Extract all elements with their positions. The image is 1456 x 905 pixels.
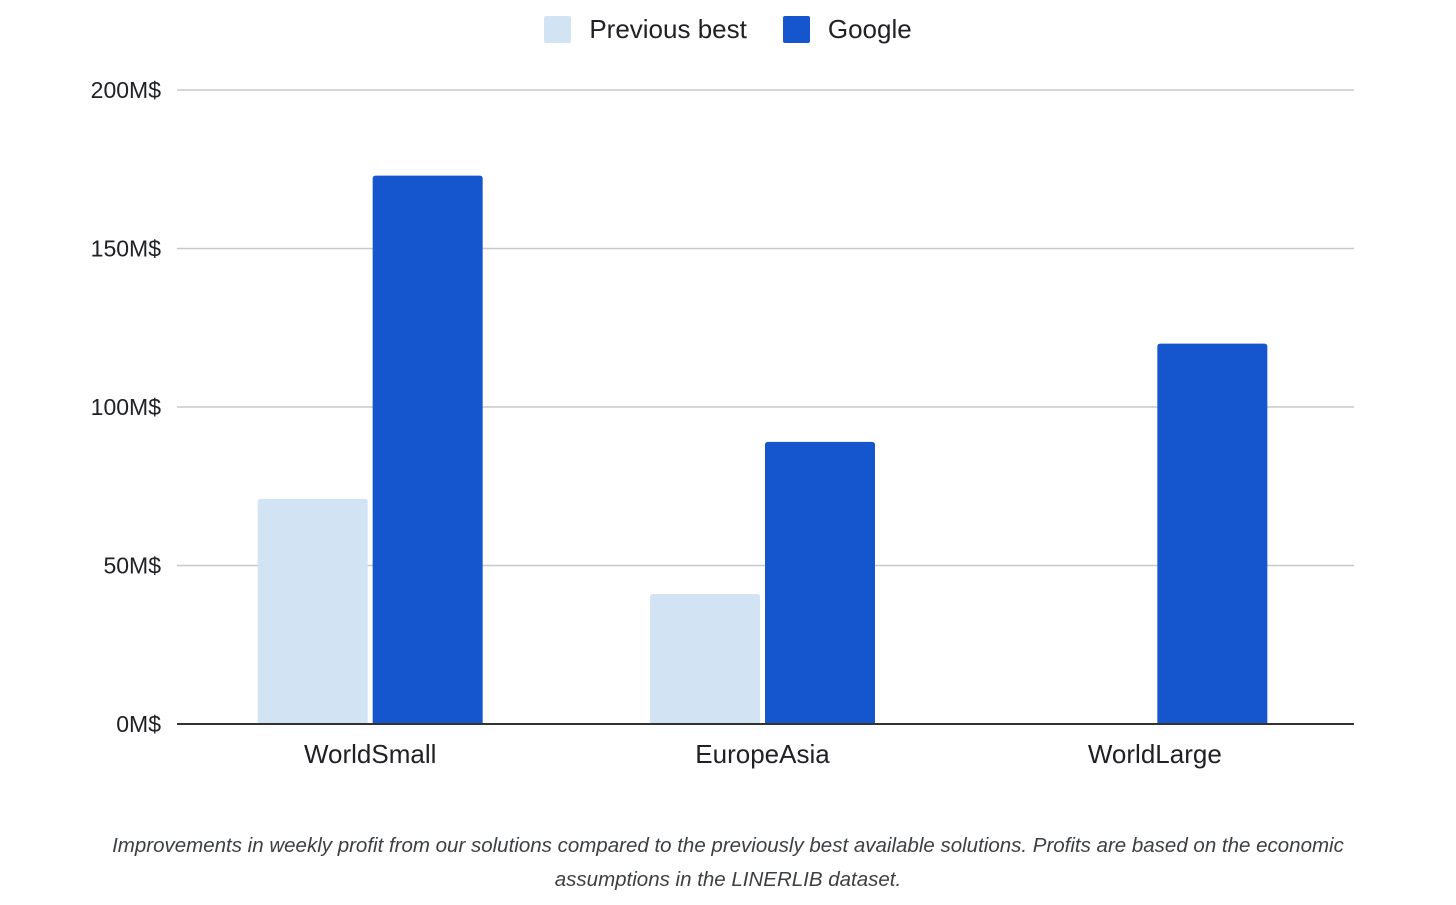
figure-caption: Improvements in weekly profit from our s…: [112, 834, 1344, 891]
x-axis-tick-labels: WorldSmall EuropeAsia WorldLarge: [304, 739, 1222, 769]
y-tick-label: 0M$: [116, 711, 161, 737]
y-tick-label: 50M$: [103, 553, 161, 579]
y-tick-label: 200M$: [91, 77, 162, 103]
legend-swatch-previous-best: [544, 16, 572, 43]
bar-google-worldsmall[interactable]: [372, 175, 483, 725]
legend-swatch-google: [782, 16, 810, 43]
bars: [257, 175, 1268, 725]
bar-previous-best-worldsmall[interactable]: [257, 498, 368, 724]
chart-legend: Previous best Google: [0, 14, 1456, 45]
bar-google-worldlarge[interactable]: [1157, 343, 1268, 724]
y-tick-label: 150M$: [91, 236, 162, 262]
legend-item-google[interactable]: Google: [782, 14, 912, 45]
x-tick-label: WorldLarge: [1088, 739, 1222, 769]
y-axis-tick-labels: 0M$ 50M$ 100M$ 150M$ 200M$: [91, 77, 162, 737]
legend-label-previous-best: Previous best: [589, 14, 747, 44]
legend-item-previous-best[interactable]: Previous best: [544, 14, 747, 45]
x-tick-label: WorldSmall: [304, 739, 436, 769]
legend-label-google: Google: [827, 14, 912, 44]
bar-previous-best-europeasia[interactable]: [650, 594, 760, 724]
y-tick-label: 100M$: [91, 394, 162, 420]
bar-google-europeasia[interactable]: [765, 441, 875, 724]
x-tick-label: EuropeAsia: [695, 739, 830, 769]
